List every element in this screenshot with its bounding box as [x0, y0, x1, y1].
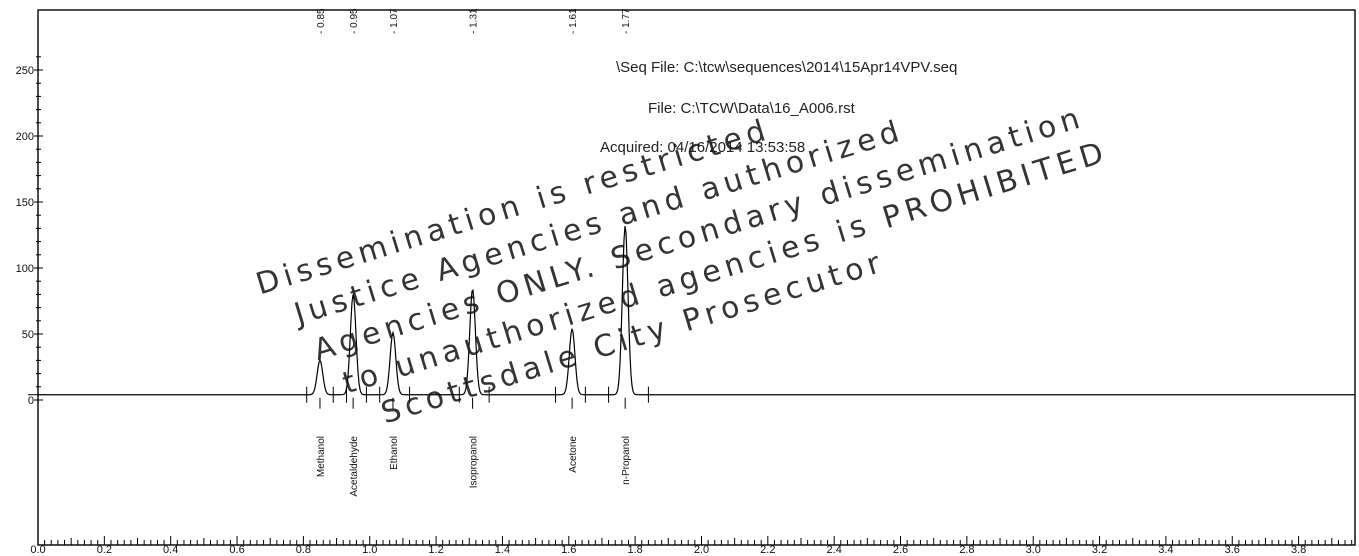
- compound-name-label: Methanol: [316, 436, 327, 477]
- plot-frame: [37, 9, 1356, 546]
- x-tick-label: 1.0: [362, 544, 377, 556]
- x-tick-label: 1.8: [627, 544, 642, 556]
- compound-name-label: Acetaldehyde: [349, 436, 360, 497]
- x-tick-label: 2.0: [694, 544, 709, 556]
- x-tick-label: 2.6: [893, 544, 908, 556]
- y-tick-label: 150: [16, 197, 34, 209]
- x-tick-label: 0.6: [229, 544, 244, 556]
- chromatogram-line: [38, 226, 1355, 396]
- x-tick-label: 3.2: [1092, 544, 1107, 556]
- retention-time-label: - 1.61: [568, 8, 579, 34]
- x-tick-label: 2.2: [760, 544, 775, 556]
- x-tick-label: 3.8: [1291, 544, 1306, 556]
- y-tick-label: 100: [16, 263, 34, 275]
- compound-name-label: Acetone: [568, 436, 579, 473]
- x-tick-label: 3.4: [1158, 544, 1173, 556]
- y-tick-label: 0: [28, 395, 34, 407]
- peak-labels: - 0.85 Methanol - 0.95 Acetaldehyde - 1.07 Et…: [316, 8, 632, 497]
- retention-time-label: - 0.85: [316, 8, 327, 34]
- compound-name-label: n-Propanol: [621, 436, 632, 485]
- x-tick-label: 3.0: [1026, 544, 1041, 556]
- x-tick-label: 2.8: [959, 544, 974, 556]
- retention-time-label: - 1.07: [389, 8, 400, 34]
- acquired-label: Acquired: 04/16/2014 13:53:58: [600, 139, 806, 156]
- x-tick-label: 0.8: [296, 544, 311, 556]
- y-tick-label: 250: [16, 65, 34, 77]
- x-tick-label: 1.4: [495, 544, 510, 556]
- x-tick-label: 3.6: [1225, 544, 1240, 556]
- retention-time-label: - 0.95: [349, 8, 360, 34]
- x-tick-label: 0.0: [30, 544, 45, 556]
- y-tick-label: 50: [22, 329, 34, 341]
- compound-name-label: Isopropanol: [469, 436, 480, 488]
- x-tick-label: 0.4: [163, 544, 178, 556]
- compound-name-label: Ethanol: [389, 436, 400, 470]
- retention-time-label: - 1.31: [469, 8, 480, 34]
- y-tick-label: 200: [16, 131, 34, 143]
- seq-file-label: \Seq File: C:\tcw\sequences\2014\15Apr14…: [616, 59, 958, 76]
- chromatogram-trace: [38, 226, 1355, 409]
- x-tick-label: 1.6: [561, 544, 576, 556]
- data-file-label: File: C:\TCW\Data\16_A006.rst: [648, 100, 855, 117]
- x-tick-label: 0.2: [97, 544, 112, 556]
- chart-axes: 0 50 100 150 200 250 0.0 0.2 0.4 0.6 0.8 1.0 1.2 1.4 1…: [16, 9, 1356, 556]
- retention-time-label: - 1.77: [621, 8, 632, 34]
- x-tick-label: 2.4: [827, 544, 842, 556]
- x-tick-label: 1.2: [428, 544, 443, 556]
